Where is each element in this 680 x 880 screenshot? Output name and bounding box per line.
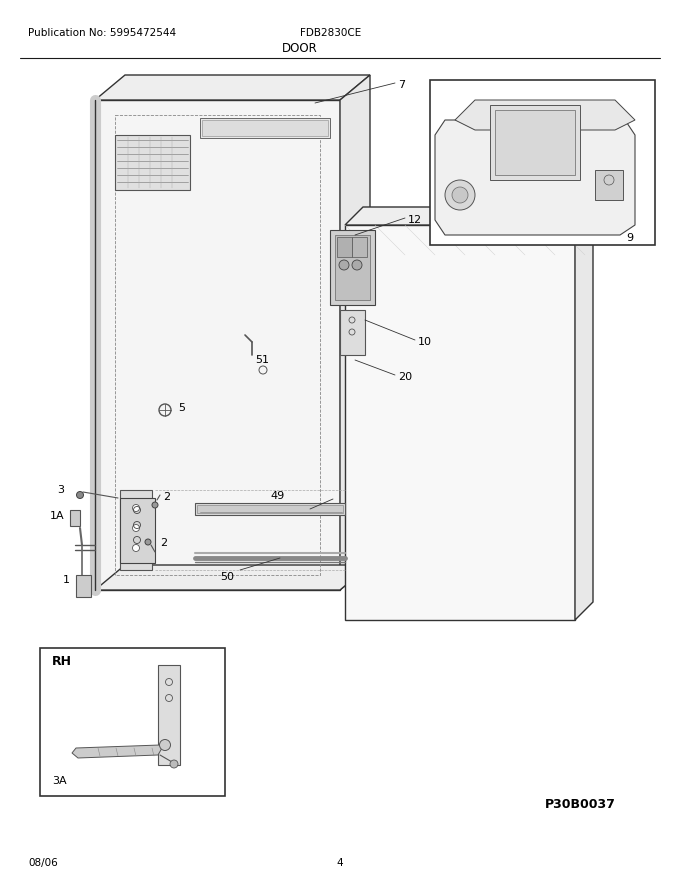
Circle shape: [152, 502, 158, 508]
Polygon shape: [435, 120, 635, 235]
Text: 49: 49: [270, 491, 284, 501]
Circle shape: [133, 524, 139, 532]
Bar: [158, 665, 180, 765]
Bar: [120, 490, 152, 570]
Circle shape: [445, 180, 475, 210]
Circle shape: [145, 539, 151, 545]
Bar: [337, 237, 352, 257]
Polygon shape: [95, 100, 340, 590]
Polygon shape: [95, 565, 370, 590]
Text: 2: 2: [163, 492, 170, 502]
Polygon shape: [575, 207, 593, 620]
Bar: [197, 505, 343, 513]
Text: 7: 7: [398, 80, 405, 90]
Bar: [76, 575, 91, 597]
Bar: [115, 115, 320, 575]
Bar: [195, 503, 345, 515]
Polygon shape: [95, 75, 370, 100]
Text: RH: RH: [52, 655, 72, 668]
Text: 9: 9: [626, 233, 633, 243]
Bar: [202, 120, 328, 136]
Bar: [430, 80, 655, 245]
Bar: [335, 235, 370, 300]
Text: 50: 50: [220, 572, 234, 582]
Bar: [40, 648, 225, 796]
Text: Publication No: 5995472544: Publication No: 5995472544: [28, 28, 176, 38]
Text: 51: 51: [255, 355, 269, 365]
Circle shape: [133, 545, 139, 552]
Polygon shape: [72, 745, 162, 758]
Bar: [70, 510, 80, 526]
Polygon shape: [345, 207, 593, 225]
Circle shape: [160, 739, 171, 751]
Text: 5: 5: [178, 403, 185, 413]
Text: 1: 1: [63, 575, 70, 585]
Bar: [352, 237, 367, 257]
Text: 4: 4: [337, 858, 343, 868]
Circle shape: [133, 504, 139, 511]
Text: 10: 10: [418, 337, 432, 347]
Bar: [495, 110, 575, 175]
Circle shape: [352, 260, 362, 270]
Circle shape: [452, 187, 468, 203]
Circle shape: [339, 260, 349, 270]
Polygon shape: [345, 225, 575, 620]
Bar: [490, 105, 580, 180]
Text: 08/06: 08/06: [28, 858, 58, 868]
Text: 3: 3: [57, 485, 64, 495]
Polygon shape: [340, 75, 370, 590]
Text: 20: 20: [398, 372, 412, 382]
Polygon shape: [455, 100, 635, 130]
Bar: [595, 170, 623, 200]
Bar: [340, 310, 365, 355]
Text: 12: 12: [408, 215, 422, 225]
Text: FDB2830CE: FDB2830CE: [300, 28, 361, 38]
Text: P30B0037: P30B0037: [545, 798, 616, 811]
Bar: [120, 498, 155, 563]
Bar: [200, 118, 330, 138]
Circle shape: [170, 760, 178, 768]
Text: 2: 2: [160, 538, 167, 548]
Text: 3A: 3A: [52, 776, 67, 786]
Text: DOOR: DOOR: [282, 42, 318, 55]
Bar: [115, 135, 190, 190]
Text: 1A: 1A: [50, 511, 65, 521]
Circle shape: [76, 492, 84, 498]
Bar: [330, 230, 375, 305]
